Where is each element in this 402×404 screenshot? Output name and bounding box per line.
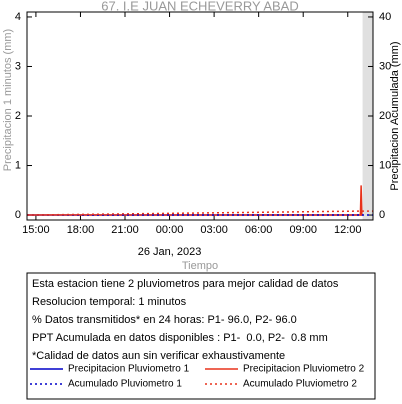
x-tick-label: 09:00 (289, 224, 317, 236)
y-tick-label: 1 (15, 159, 21, 171)
y-tick-label: 4 (15, 11, 21, 23)
info-line: Esta estacion tiene 2 pluviometros para … (32, 278, 339, 290)
y2-tick-label: 20 (379, 110, 391, 122)
x-tick-label: 18:00 (67, 224, 95, 236)
x-tick-label: 15:00 (22, 224, 50, 236)
legend-label: Acumulado Pluviometro 2 (243, 379, 357, 390)
x-tick-label: 03:00 (200, 224, 228, 236)
y-axis-label: Precipitacion 1 minutos (mm) (2, 29, 14, 171)
x-tick-label: 00:00 (156, 224, 184, 236)
series-line (27, 185, 363, 216)
y2-tick-label: 10 (379, 159, 391, 171)
y2-tick-label: 30 (379, 60, 391, 72)
x-tick-label: 21:00 (111, 224, 139, 236)
info-line: % Datos transmitidos* en 24 horas: P1- 9… (32, 314, 297, 326)
y-tick-label: 2 (15, 110, 21, 122)
x-tick-label: 12:00 (334, 224, 362, 236)
series-line (26, 210, 373, 216)
x-axis-label: Tiempo (182, 260, 218, 272)
legend-label: Precipitacion Pluviometro 1 (68, 364, 190, 375)
y-tick-label: 0 (15, 209, 21, 221)
legend-label: Acumulado Pluviometro 1 (68, 379, 182, 390)
x-tick-label: 06:00 (245, 224, 273, 236)
y2-axis-label: Precipitacion Acumulada (mm) (389, 41, 401, 190)
y2-tick-label: 0 (379, 209, 385, 221)
date-label: 26 Jan, 2023 (138, 246, 202, 258)
shaded-region (362, 12, 373, 220)
info-line: PPT Acumulada en datos disponibles : P1-… (32, 332, 328, 344)
y-tick-label: 3 (15, 60, 21, 72)
info-box (26, 272, 376, 400)
info-line: Resolucion temporal: 1 minutos (32, 296, 187, 308)
legend-label: Precipitacion Pluviometro 2 (243, 364, 365, 375)
y2-tick-label: 40 (379, 11, 391, 23)
plot-frame (26, 11, 374, 221)
chart-title: 67. I.E JUAN ECHEVERRY ABAD (101, 0, 298, 13)
info-line: *Calidad de datos aun sin verificar exha… (32, 350, 285, 362)
